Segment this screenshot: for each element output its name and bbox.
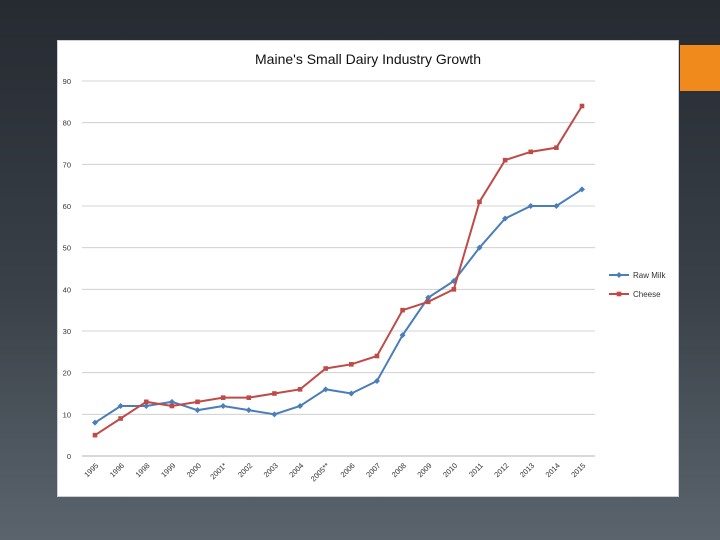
data-point <box>349 362 354 367</box>
data-point <box>245 407 252 414</box>
x-tick-label: 2005** <box>309 461 331 483</box>
y-tick-label: 70 <box>63 160 71 169</box>
data-point <box>527 203 534 209</box>
data-point <box>246 395 252 400</box>
y-tick-label: 20 <box>63 369 71 378</box>
data-point <box>502 157 508 163</box>
data-point <box>297 403 304 409</box>
y-tick-label: 10 <box>63 410 71 419</box>
x-tick-label: 2009 <box>415 461 433 479</box>
x-tick-label: 2007 <box>364 461 382 479</box>
x-tick-label: 1998 <box>134 461 152 479</box>
data-point <box>400 307 405 313</box>
x-tick-label: 2006 <box>339 461 357 479</box>
data-point <box>220 403 227 409</box>
data-point <box>373 378 380 384</box>
x-tick-label: 2008 <box>390 461 408 479</box>
data-point <box>220 395 226 400</box>
data-point <box>322 386 329 393</box>
data-point <box>143 403 150 409</box>
x-tick-label: 2001* <box>208 461 228 481</box>
x-tick-label: 2010 <box>441 461 459 479</box>
data-point <box>323 366 328 371</box>
data-point <box>297 387 303 392</box>
x-tick-label: 2000 <box>185 461 203 479</box>
orange-accent-block <box>680 45 720 91</box>
data-point <box>553 203 560 209</box>
y-tick-label: 60 <box>63 202 71 211</box>
x-tick-label: 1999 <box>159 461 177 479</box>
x-tick-label: 2013 <box>518 461 536 479</box>
data-point <box>554 145 559 150</box>
data-point <box>579 186 585 193</box>
data-point <box>579 103 585 109</box>
data-point <box>425 299 431 305</box>
data-point <box>195 399 200 405</box>
series-raw-milk <box>92 186 585 426</box>
gridlines <box>82 80 595 457</box>
series-lines <box>92 103 585 438</box>
data-point <box>169 403 175 409</box>
y-axis-ticks: 0 10 20 30 40 50 60 70 80 90 <box>63 77 71 461</box>
x-tick-label: 1996 <box>108 461 126 479</box>
series-line <box>94 105 583 437</box>
data-point <box>502 215 509 222</box>
legend-label: Cheese <box>633 290 661 299</box>
y-tick-label: 80 <box>63 119 71 128</box>
y-tick-label: 40 <box>63 285 71 294</box>
x-axis-ticks: 1995 1996 1998 1999 2000 2001* 2002 2003 2004 200… <box>82 461 587 483</box>
series-line <box>94 188 583 424</box>
data-point <box>399 332 406 339</box>
data-point <box>168 398 175 405</box>
data-point <box>194 407 201 414</box>
legend-marker <box>616 291 622 297</box>
chart-title: Maine's Small Dairy Industry Growth <box>255 51 481 67</box>
data-point <box>528 149 534 155</box>
x-tick-label: 2012 <box>492 461 510 479</box>
y-tick-label: 50 <box>63 244 71 253</box>
legend-marker <box>616 272 622 278</box>
y-tick-label: 30 <box>63 327 71 336</box>
data-point <box>118 416 123 421</box>
data-point <box>476 244 483 251</box>
x-tick-label: 2011 <box>467 461 485 479</box>
data-point <box>92 419 98 426</box>
legend: Raw Milk Cheese <box>609 271 666 299</box>
x-tick-label: 2004 <box>287 461 305 479</box>
data-point <box>271 411 278 418</box>
data-point <box>143 399 149 405</box>
data-point <box>451 287 457 292</box>
x-tick-label: 2014 <box>544 461 562 479</box>
x-tick-label: 2003 <box>262 461 280 479</box>
x-tick-label: 1995 <box>82 461 100 479</box>
x-tick-label: 2002 <box>236 461 254 479</box>
data-point <box>425 294 432 301</box>
data-point <box>348 390 355 397</box>
y-tick-label: 90 <box>63 77 71 86</box>
data-point <box>374 353 380 359</box>
legend-label: Raw Milk <box>633 271 666 280</box>
data-point <box>272 391 277 396</box>
data-point <box>117 403 124 409</box>
y-tick-label: 0 <box>67 452 71 461</box>
data-point <box>92 432 98 438</box>
data-point <box>477 199 482 205</box>
series-cheese <box>92 103 585 438</box>
x-tick-label: 2015 <box>569 461 587 479</box>
